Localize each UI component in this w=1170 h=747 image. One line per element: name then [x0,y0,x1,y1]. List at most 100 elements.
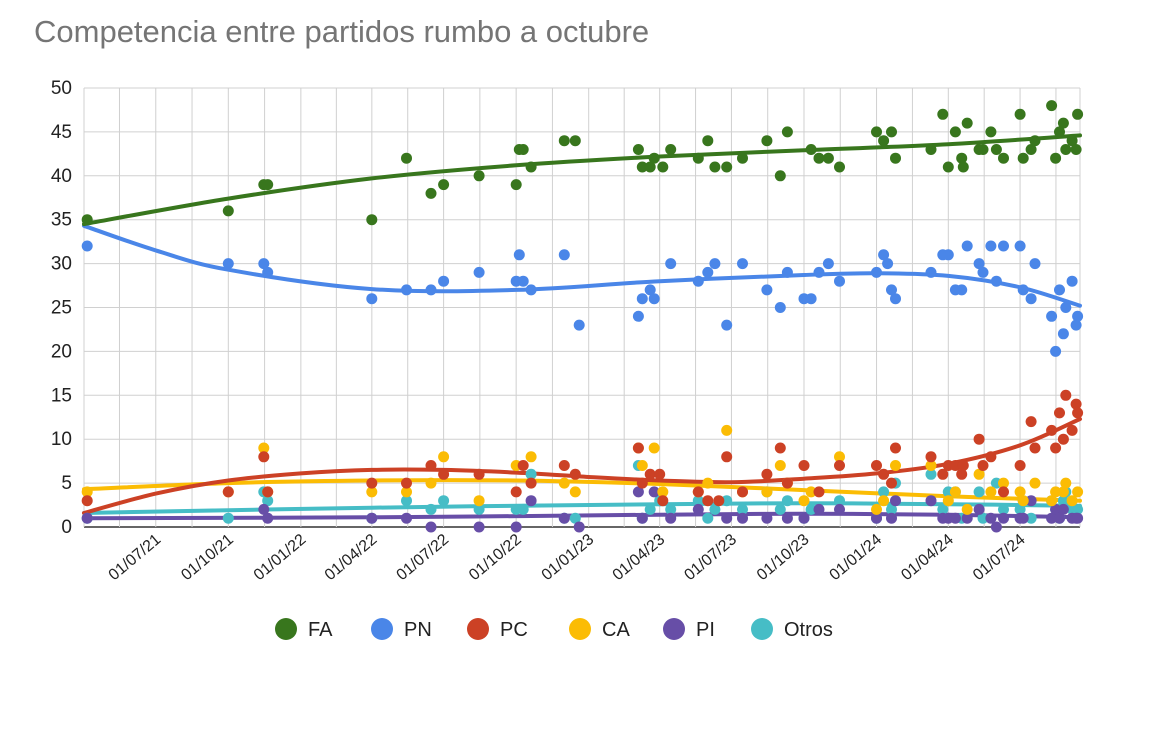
point-pi [1025,495,1037,507]
x-tick-label: 01/10/23 [754,531,813,584]
point-fa [657,161,669,173]
point-otros [878,486,890,498]
point-ca [1014,486,1026,498]
point-otros [644,503,656,515]
point-fa [1046,100,1058,112]
point-pi [692,503,704,515]
point-pc [737,486,748,498]
point-pn [834,275,845,287]
legend-item-ca: CA [569,618,630,641]
point-ca [925,460,937,471]
point-ca [1060,477,1072,489]
point-fa [702,135,714,147]
point-fa [1072,108,1084,120]
point-pc [798,460,810,471]
point-pc [657,495,669,507]
point-otros [834,495,845,507]
point-otros [886,503,897,515]
point-pc [262,486,274,498]
legend-item-pi: PI [663,618,715,641]
point-ca [890,460,901,471]
point-pn [525,284,537,296]
x-tick-label: 01/07/21 [106,531,165,584]
point-ca [1017,495,1029,507]
point-pi [648,486,660,498]
point-otros [222,512,234,524]
point-pc [761,468,773,480]
point-pi [558,512,570,524]
point-pn [871,266,882,278]
x-tick-label: 01/04/23 [610,531,669,584]
point-ca [871,503,882,515]
point-ca [648,442,660,454]
point-fa [632,144,644,155]
point-pi [262,512,274,524]
x-tick-label: 01/07/24 [970,531,1029,584]
point-fa [510,179,522,191]
point-pc [81,495,93,507]
point-pc [569,468,581,480]
point-fa [517,144,529,155]
point-fa [648,152,660,164]
point-pn [781,266,793,278]
x-tick-label: 01/01/23 [539,531,598,584]
point-ca [878,495,890,507]
point-ca [702,477,714,489]
point-pi [961,512,973,524]
point-pi [890,495,901,507]
point-pc [871,460,882,471]
y-tick-label: 45 [51,122,72,143]
point-otros [781,495,793,507]
point-ca [973,468,985,480]
point-ca [1066,495,1078,507]
point-pi [834,503,845,515]
legend-item-fa: FA [275,618,333,641]
point-pc [438,468,450,480]
point-fa [401,152,412,164]
point-ca [998,477,1009,489]
point-pc [1066,424,1078,436]
point-fa [709,161,721,173]
point-pc [366,477,378,489]
x-tick-label: 01/07/22 [394,531,453,584]
legend-marker-pn [371,618,393,640]
legend-label-fa: FA [308,619,333,641]
point-otros [737,503,748,515]
point-fa [985,126,997,138]
point-ca [1046,495,1058,507]
point-pn [636,293,648,305]
point-otros [401,495,412,507]
point-pn [1070,319,1082,331]
point-pc [1046,424,1058,436]
point-pc [654,468,666,480]
legend-label-pn: PN [404,619,432,641]
point-pi [721,512,733,524]
point-pn [632,310,644,322]
point-pc [222,486,234,498]
point-ca [81,486,93,498]
point-fa [81,214,93,226]
point-fa [366,214,378,226]
point-fa [737,152,748,164]
y-tick-label: 10 [51,429,72,450]
x-tick-label: 01/04/24 [898,531,957,584]
point-ca [401,486,412,498]
legend-marker-ca [569,618,591,640]
point-fa [438,179,450,191]
point-pi [525,495,537,507]
point-pn [573,319,585,331]
point-fa [925,144,937,155]
y-tick-label: 35 [51,210,72,231]
point-pc [1070,398,1082,410]
point-otros [998,503,1009,515]
point-pn [886,284,897,296]
point-fa [822,152,834,164]
legend-item-pn: PN [371,618,432,641]
point-pn [942,249,954,261]
legend-item-otros: Otros [751,618,833,641]
point-pi [425,521,437,533]
y-tick-label: 5 [61,473,72,494]
point-pc [510,486,522,498]
point-pc [1050,442,1062,454]
point-pn [761,284,773,296]
